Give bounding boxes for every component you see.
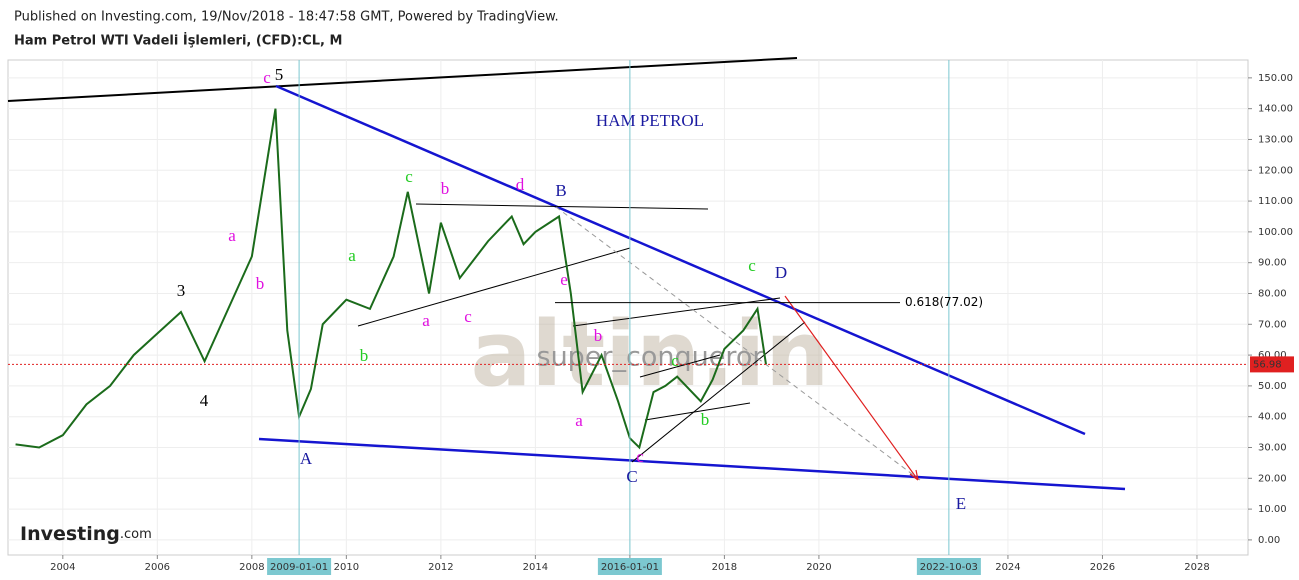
y-tick-label: 70.00 xyxy=(1258,319,1287,330)
y-tick-label: 50.00 xyxy=(1258,381,1287,392)
watermark-author: super_conqueror xyxy=(537,342,765,373)
wave-label: b xyxy=(360,346,369,365)
y-tick-label: 30.00 xyxy=(1258,442,1287,453)
symbol-title: Ham Petrol WTI Vadeli İşlemleri, (CFD):C… xyxy=(14,33,342,49)
fib-label: 0.618(77.02) xyxy=(905,295,983,309)
logo-text: Investing xyxy=(20,523,120,545)
x-tick-label: 2014 xyxy=(523,562,548,573)
logo: Investing.com xyxy=(20,523,152,545)
x-tick-label: 2020 xyxy=(806,562,831,573)
y-tick-label: 150.00 xyxy=(1258,73,1293,84)
plot-frame xyxy=(7,59,1249,556)
wave-label: A xyxy=(300,449,313,468)
date-marker-label: 2016-01-01 xyxy=(601,562,659,573)
trendline xyxy=(415,203,709,210)
wave-label: c xyxy=(748,256,756,275)
wave-label: a xyxy=(228,226,236,245)
wave-label: c xyxy=(464,307,472,326)
date-marker-box xyxy=(916,558,981,575)
wave-label: c xyxy=(636,447,644,466)
trendline xyxy=(258,437,1126,491)
wave-label: a xyxy=(422,311,430,330)
y-tick-label: 10.00 xyxy=(1258,504,1287,515)
wave-label: 3 xyxy=(177,281,186,300)
x-tick-label: 2026 xyxy=(1090,562,1115,573)
logo-suffix: .com xyxy=(120,527,152,542)
y-tick-label: 60.00 xyxy=(1258,350,1287,361)
date-marker-label: 2009-01-01 xyxy=(270,562,328,573)
wave-label: a xyxy=(575,411,583,430)
y-tick-label: 90.00 xyxy=(1258,258,1287,269)
x-tick-label: 2006 xyxy=(145,562,170,573)
trendline xyxy=(644,402,751,421)
y-tick-label: 20.00 xyxy=(1258,473,1287,484)
published-note: Published on Investing.com, 19/Nov/2018 … xyxy=(14,10,559,25)
x-tick-label: 2028 xyxy=(1184,562,1209,573)
wave-label: 5 xyxy=(275,65,284,84)
wave-label: e xyxy=(560,270,568,289)
x-tick-label: 2012 xyxy=(428,562,453,573)
wave-label: c xyxy=(671,351,679,370)
x-tick-label: 2008 xyxy=(239,562,264,573)
x-tick-label: 2024 xyxy=(995,562,1020,573)
x-tick-label: 2010 xyxy=(334,562,359,573)
wave-label: b xyxy=(701,410,710,429)
y-tick-label: 0.00 xyxy=(1258,535,1280,546)
price-label-box xyxy=(1250,356,1294,373)
y-tick-label: 140.00 xyxy=(1258,104,1293,115)
wave-label: b xyxy=(441,179,450,198)
wave-label: C xyxy=(626,467,637,486)
wave-label: D xyxy=(775,263,787,282)
wave-label: a xyxy=(348,246,356,265)
x-tick-label: 2004 xyxy=(50,562,75,573)
trendline xyxy=(631,321,806,463)
wave-label: B xyxy=(555,181,566,200)
wave-label: HAM PETROL xyxy=(596,111,704,130)
grid xyxy=(7,59,1249,556)
arrow-head xyxy=(909,469,919,481)
date-marker-label: 2022-10-03 xyxy=(920,562,978,573)
x-tick-label: 2018 xyxy=(712,562,737,573)
date-marker-box xyxy=(597,558,662,575)
wave-label: 4 xyxy=(200,391,209,410)
y-tick-label: 130.00 xyxy=(1258,134,1293,145)
trendline xyxy=(357,247,631,327)
wave-label: c xyxy=(405,167,413,186)
trendline xyxy=(7,57,798,102)
wave-label: E xyxy=(956,494,966,513)
wave-label: d xyxy=(516,175,525,194)
trendline xyxy=(639,354,721,378)
price-label: 56.98 xyxy=(1253,359,1282,370)
arrow xyxy=(784,295,919,481)
projection xyxy=(555,206,921,481)
y-tick-label: 110.00 xyxy=(1258,196,1293,207)
watermark-site: altin.in xyxy=(471,302,830,407)
price-line xyxy=(15,108,767,450)
trendlines xyxy=(7,57,1126,491)
wave-label: b xyxy=(594,326,603,345)
y-tick-label: 100.00 xyxy=(1258,227,1293,238)
y-tick-label: 120.00 xyxy=(1258,165,1293,176)
wave-label: b xyxy=(256,274,265,293)
date-marker-box xyxy=(267,558,332,575)
wave-label: c xyxy=(263,68,271,87)
trendline xyxy=(275,84,1086,436)
y-tick-label: 80.00 xyxy=(1258,288,1287,299)
y-tick-label: 40.00 xyxy=(1258,412,1287,423)
